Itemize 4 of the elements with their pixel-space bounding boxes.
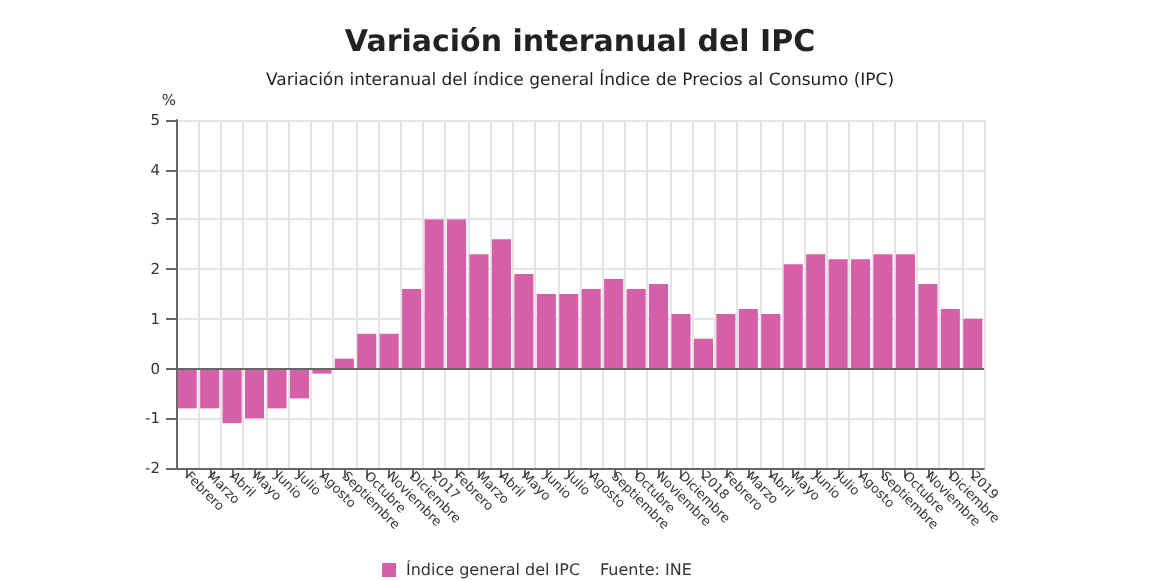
source-note: Fuente: INE: [600, 561, 692, 579]
legend-label: Índice general del IPC: [406, 559, 581, 579]
chart-subtitle: Variación interanual del índice general Índice de Precios al Consumo (IPC): [265, 69, 895, 91]
chart-title: Variación interanual del IPC: [344, 23, 816, 59]
